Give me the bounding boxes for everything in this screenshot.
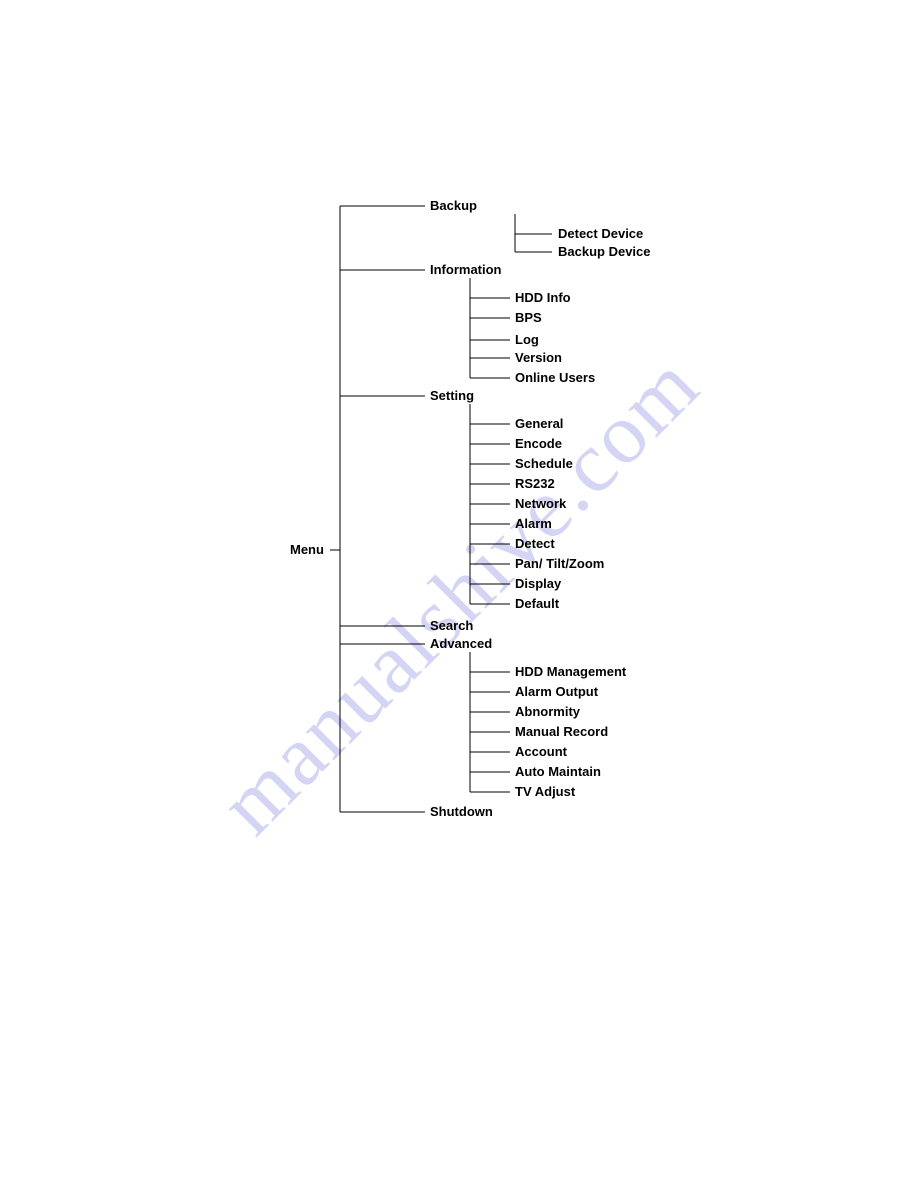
tree-leaf-bps: BPS <box>515 310 542 325</box>
tree-branch-backup: Backup <box>430 198 477 213</box>
tree-leaf-default: Default <box>515 596 559 611</box>
tree-leaf-display: Display <box>515 576 561 591</box>
tree-leaf-account: Account <box>515 744 567 759</box>
tree-leaf-rs232: RS232 <box>515 476 555 491</box>
tree-branch-information: Information <box>430 262 502 277</box>
tree-leaf-alarm-output: Alarm Output <box>515 684 598 699</box>
tree-leaf-online-users: Online Users <box>515 370 595 385</box>
tree-leaf-detect-device: Detect Device <box>558 226 643 241</box>
tree-branch-setting: Setting <box>430 388 474 403</box>
tree-leaf-tv-adjust: TV Adjust <box>515 784 575 799</box>
tree-leaf-manual-record: Manual Record <box>515 724 608 739</box>
tree-leaf-log: Log <box>515 332 539 347</box>
tree-leaf-encode: Encode <box>515 436 562 451</box>
tree-leaf-backup-device: Backup Device <box>558 244 651 259</box>
tree-branch-advanced: Advanced <box>430 636 492 651</box>
tree-root-menu: Menu <box>290 542 324 557</box>
tree-leaf-pan-tilt-zoom: Pan/ Tilt/Zoom <box>515 556 604 571</box>
tree-branch-search: Search <box>430 618 473 633</box>
tree-leaf-network: Network <box>515 496 566 511</box>
tree-leaf-version: Version <box>515 350 562 365</box>
tree-leaf-hdd-management: HDD Management <box>515 664 626 679</box>
tree-leaf-detect: Detect <box>515 536 555 551</box>
tree-leaf-general: General <box>515 416 563 431</box>
tree-leaf-abnormity: Abnormity <box>515 704 580 719</box>
menu-tree-diagram: Menu Backup Detect Device Backup Device Info… <box>290 200 710 890</box>
tree-leaf-alarm: Alarm <box>515 516 552 531</box>
tree-leaf-auto-maintain: Auto Maintain <box>515 764 601 779</box>
tree-leaf-hdd-info: HDD Info <box>515 290 571 305</box>
tree-branch-shutdown: Shutdown <box>430 804 493 819</box>
tree-connector-lines <box>290 200 710 890</box>
tree-leaf-schedule: Schedule <box>515 456 573 471</box>
